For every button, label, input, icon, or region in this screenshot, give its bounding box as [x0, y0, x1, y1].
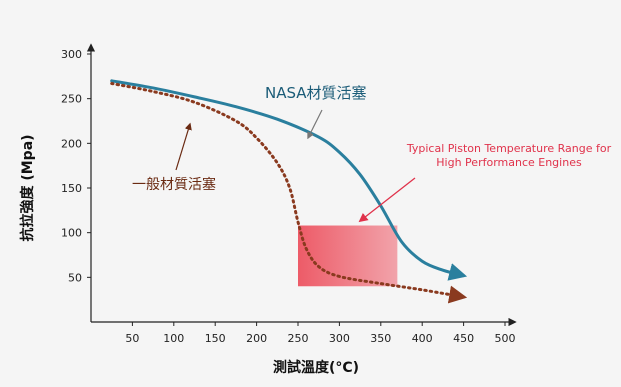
- y-tick-label: 150: [61, 182, 82, 195]
- temperature-range-region: [298, 225, 398, 287]
- general-label-pointer: [175, 122, 192, 171]
- series-line-general: [110, 81, 468, 304]
- x-axis-title: 測試溫度(°C): [273, 359, 359, 376]
- series-line-nasa: [110, 79, 468, 281]
- series-layer: [110, 79, 468, 304]
- axes-layer: 50 100 150 200 250 300 350 400 450 500 50 100 150 200…: [61, 43, 517, 345]
- nasa-label-pointer: [307, 109, 323, 140]
- y-tick-label: 250: [61, 93, 82, 106]
- x-tick-label: 50: [125, 332, 139, 345]
- y-tick-label: 100: [61, 227, 82, 240]
- x-tick-label: 350: [370, 332, 391, 345]
- x-tick-label: 400: [412, 332, 433, 345]
- x-tick-label: 250: [288, 332, 309, 345]
- x-tick-label: 150: [205, 332, 226, 345]
- region-label-line-2: High Performance Engines: [436, 156, 582, 169]
- series-label-nasa: NASA材質活塞: [265, 84, 367, 102]
- series-label-general: 一般材質活塞: [132, 176, 216, 193]
- y-tick-label: 300: [61, 48, 82, 61]
- x-tick-label: 300: [329, 332, 350, 345]
- y-tick-label: 50: [68, 271, 82, 284]
- y-tick-label: 200: [61, 137, 82, 150]
- shaded-region-layer: [298, 225, 398, 287]
- x-tick-label: 200: [246, 332, 267, 345]
- region-label-line-1: Typical Piston Temperature Range for: [406, 142, 612, 155]
- x-tick-label: 450: [453, 332, 474, 345]
- x-tick-label: 100: [163, 332, 184, 345]
- x-tick-label: 500: [495, 332, 516, 345]
- region-label-pointer: [358, 177, 416, 223]
- y-axis-title: 抗拉強度 (Mpa): [19, 134, 36, 241]
